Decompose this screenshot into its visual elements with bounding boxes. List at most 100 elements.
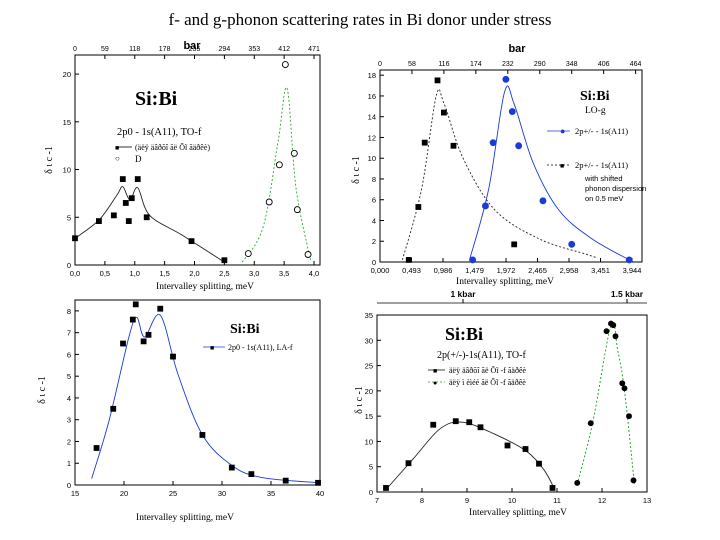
x-tick-label: 3,451 bbox=[591, 266, 610, 275]
y-tick-label: 6 bbox=[67, 350, 71, 359]
chart-top-left: 0,0 0,5 1,0 1,5 2,0 2,5 3,0 3,5 4,0 0 5 10 15 20 0 59 11… bbox=[44, 40, 321, 292]
x-tick-label: 2,465 bbox=[528, 266, 547, 275]
x-tick-label: 11 bbox=[553, 496, 561, 505]
fit-curve bbox=[385, 421, 556, 490]
data-point bbox=[221, 257, 228, 264]
chart-bottom-right: 7 8 9 10 11 12 13 0 5 10 15 20 25 30 35 1 kbar 1.5 kba… bbox=[354, 289, 651, 518]
data-point bbox=[248, 471, 255, 478]
y-tick-label: 0 bbox=[372, 258, 376, 267]
data-point bbox=[469, 256, 477, 264]
legend-label-1: 2p+/- - 1s(A11) bbox=[575, 126, 628, 136]
x-tick-label: 7 bbox=[375, 496, 379, 505]
data-point bbox=[621, 385, 628, 392]
top-tick-label: 294 bbox=[219, 46, 231, 53]
data-point bbox=[119, 176, 126, 182]
x-tick-label: 0,986 bbox=[434, 266, 453, 275]
x-tick-label: 13 bbox=[643, 496, 651, 505]
x-tick-label: 0,000 bbox=[371, 266, 390, 275]
y-tick-label: 0 bbox=[369, 488, 373, 497]
legend-note-2: phonon dispersion bbox=[585, 184, 646, 193]
x-tick-label: 0,493 bbox=[402, 266, 421, 275]
data-point bbox=[315, 479, 321, 486]
top-tick-label: 59 bbox=[101, 46, 109, 53]
y-tick-label: 16 bbox=[368, 92, 376, 101]
data-point bbox=[405, 460, 412, 467]
x-tick-label: 15 bbox=[71, 489, 79, 498]
legend: ■ äëÿ äâðõî ãë Õĩ -f ãäðêè ● äëÿ ì èìéé … bbox=[428, 365, 527, 387]
legend-marker-2: ■ bbox=[560, 163, 564, 170]
legend-marker-1: ■ bbox=[433, 368, 437, 375]
y-tick-label: 0 bbox=[67, 261, 71, 270]
top-tick-label: 118 bbox=[129, 46, 140, 53]
x-tick-label: 35 bbox=[267, 489, 275, 498]
y-axis-label: δ ι c -1 bbox=[44, 146, 55, 174]
y-tick-label: 1 bbox=[67, 459, 71, 468]
data-point bbox=[405, 257, 412, 263]
top-tick-label: 58 bbox=[408, 61, 416, 68]
data-point bbox=[110, 212, 117, 219]
data-point bbox=[188, 238, 195, 245]
data-point bbox=[170, 353, 176, 360]
data-point bbox=[489, 139, 497, 147]
y-tick-label: 10 bbox=[368, 154, 376, 163]
data-point bbox=[511, 241, 518, 248]
top-tick-label: 174 bbox=[470, 61, 482, 68]
y-tick-label: 35 bbox=[365, 311, 373, 320]
top-tick-label: 116 bbox=[438, 61, 449, 68]
legend-marker-1: ■ bbox=[115, 145, 119, 152]
data-point bbox=[466, 419, 473, 426]
y-tick-label: 5 bbox=[67, 213, 71, 222]
x-axis-label: Intervalley splitting, meV bbox=[456, 277, 554, 287]
y-tick-label: 30 bbox=[365, 336, 373, 345]
chart-title: Si:Bi bbox=[230, 322, 260, 337]
x-tick-label: 2,5 bbox=[219, 269, 229, 278]
legend: ■ (äëÿ äâðõî ãë Õĩ ãäðêè) ○ D bbox=[115, 142, 210, 164]
top-tick-label: 353 bbox=[248, 46, 260, 53]
data-point bbox=[228, 464, 235, 471]
data-point bbox=[93, 445, 100, 451]
top-tick-label: 348 bbox=[566, 61, 578, 68]
y-tick-label: 15 bbox=[365, 412, 373, 421]
x-tick-label: 2,958 bbox=[560, 266, 579, 275]
plot-frame bbox=[379, 69, 643, 263]
fit-curve bbox=[401, 88, 598, 261]
chart-title: Si:Bi bbox=[445, 324, 483, 344]
y-axis-label: δ ι c -1 bbox=[351, 156, 362, 184]
y-tick-label: 2 bbox=[67, 437, 71, 446]
data-point bbox=[603, 328, 610, 335]
data-point bbox=[587, 420, 594, 427]
top-tick-label: 0 bbox=[378, 61, 382, 68]
fit-curve bbox=[91, 313, 321, 484]
x-tick-label: 20 bbox=[120, 489, 128, 498]
y-tick-label: 6 bbox=[372, 196, 376, 205]
legend-label-2: äëÿ ì èìéé ãë Õĩ -f ãäðêè bbox=[449, 377, 526, 387]
top-tick-label: 464 bbox=[630, 61, 642, 68]
x-tick-label: 3,0 bbox=[249, 269, 259, 278]
data-point bbox=[630, 477, 637, 484]
legend-label-1: äëÿ äâðõî ãë Õĩ -f ãäðêè bbox=[449, 365, 527, 375]
x-tick-label: 3,944 bbox=[623, 266, 642, 275]
data-point bbox=[282, 477, 289, 484]
top-tick-label: 290 bbox=[534, 61, 546, 68]
y-tick-label: 8 bbox=[67, 307, 71, 316]
data-point bbox=[568, 240, 576, 248]
data-point bbox=[132, 301, 139, 308]
data-point bbox=[125, 218, 132, 224]
x-tick-label: 1,972 bbox=[497, 266, 516, 275]
data-point bbox=[72, 235, 78, 242]
fit-curve bbox=[241, 86, 312, 263]
y-tick-label: 4 bbox=[67, 394, 71, 403]
x-tick-label: 0,5 bbox=[100, 269, 110, 278]
data-point bbox=[145, 331, 152, 338]
data-point bbox=[128, 195, 135, 202]
data-point bbox=[477, 424, 484, 431]
plot-frame bbox=[376, 314, 648, 493]
x-tick-label: 10 bbox=[508, 496, 516, 505]
data-point bbox=[549, 485, 556, 491]
y-tick-label: 18 bbox=[368, 71, 376, 80]
data-point bbox=[610, 322, 617, 329]
y-tick-label: 15 bbox=[63, 118, 71, 127]
data-point bbox=[574, 479, 581, 486]
fit-curve bbox=[576, 321, 635, 485]
x-tick-label: 2,0 bbox=[189, 269, 199, 278]
